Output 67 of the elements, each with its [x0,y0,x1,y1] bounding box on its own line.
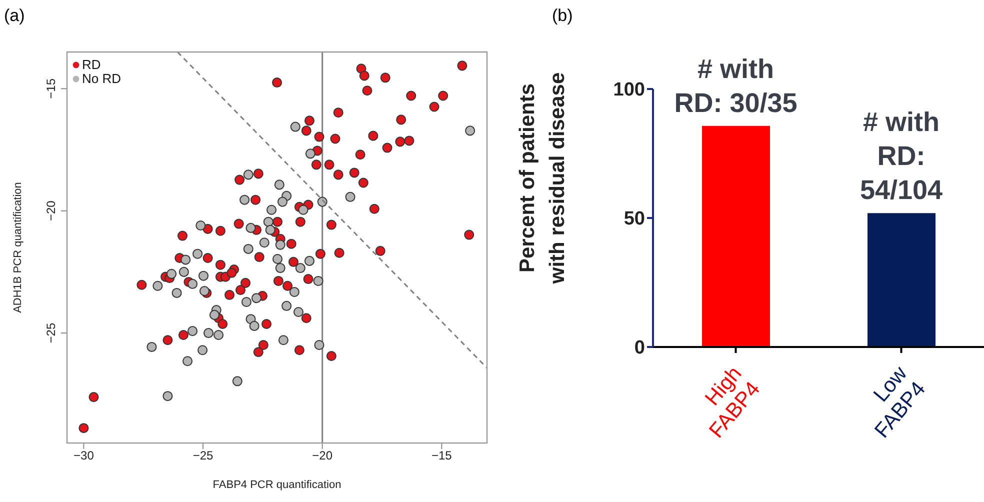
chart-title: (a) [4,6,25,26]
point [278,335,288,346]
point [172,288,182,298]
point [249,320,260,331]
point [162,391,173,402]
point [345,192,356,202]
point [251,293,262,304]
y-axis-title: Percent of patients with residual disease [516,72,569,285]
point [199,286,210,296]
point [182,356,193,366]
y-tick-label: −20 [44,200,58,222]
point [152,280,163,291]
point [203,328,214,338]
annotation: # with RD: 30/35 [674,54,798,118]
point [198,270,209,281]
point [243,244,254,254]
point [272,254,282,264]
point [188,278,198,289]
point [277,196,288,207]
legend-label: RD [82,57,101,72]
point [290,122,300,132]
point [243,170,254,180]
x-tick-label: −15 [431,448,452,463]
point [305,148,316,159]
y-axis-title: ADH1B PCR quantification [12,182,24,313]
point [240,194,250,205]
point [214,330,224,340]
point [295,263,306,274]
point [465,126,476,136]
y-tick-label: 0 [634,338,645,359]
legend-label: No RD [82,71,122,86]
point [196,220,206,231]
point [180,254,191,265]
point [289,286,300,297]
point [192,248,203,259]
annotation: # with RD: 54/104 [860,107,943,206]
x-axis-title: FABP4 PCR quantification [212,479,342,491]
y-tick-label: 100 [613,80,645,101]
point [178,266,189,277]
point [298,204,308,215]
point [263,216,274,227]
point [274,180,284,190]
point [314,340,324,350]
y-tick-label: −15 [44,78,58,99]
point [275,263,286,274]
x-tick-label: −20 [312,448,333,463]
y-tick-label: 50 [624,208,645,230]
y-tick-label: −25 [44,322,58,344]
point [232,376,242,386]
point [265,224,276,235]
point [293,307,304,318]
point [241,296,252,307]
chart-title: (b) [552,6,573,26]
point [166,268,177,279]
point [146,342,157,352]
point [304,256,314,266]
point [313,276,324,286]
point [282,300,292,311]
point [275,240,286,250]
point [246,222,256,233]
point [198,345,208,356]
point [188,326,198,336]
point [266,204,277,215]
point [209,310,220,320]
x-tick-label: −30 [74,448,94,463]
point [259,238,270,248]
x-tick-label: −25 [192,448,214,463]
